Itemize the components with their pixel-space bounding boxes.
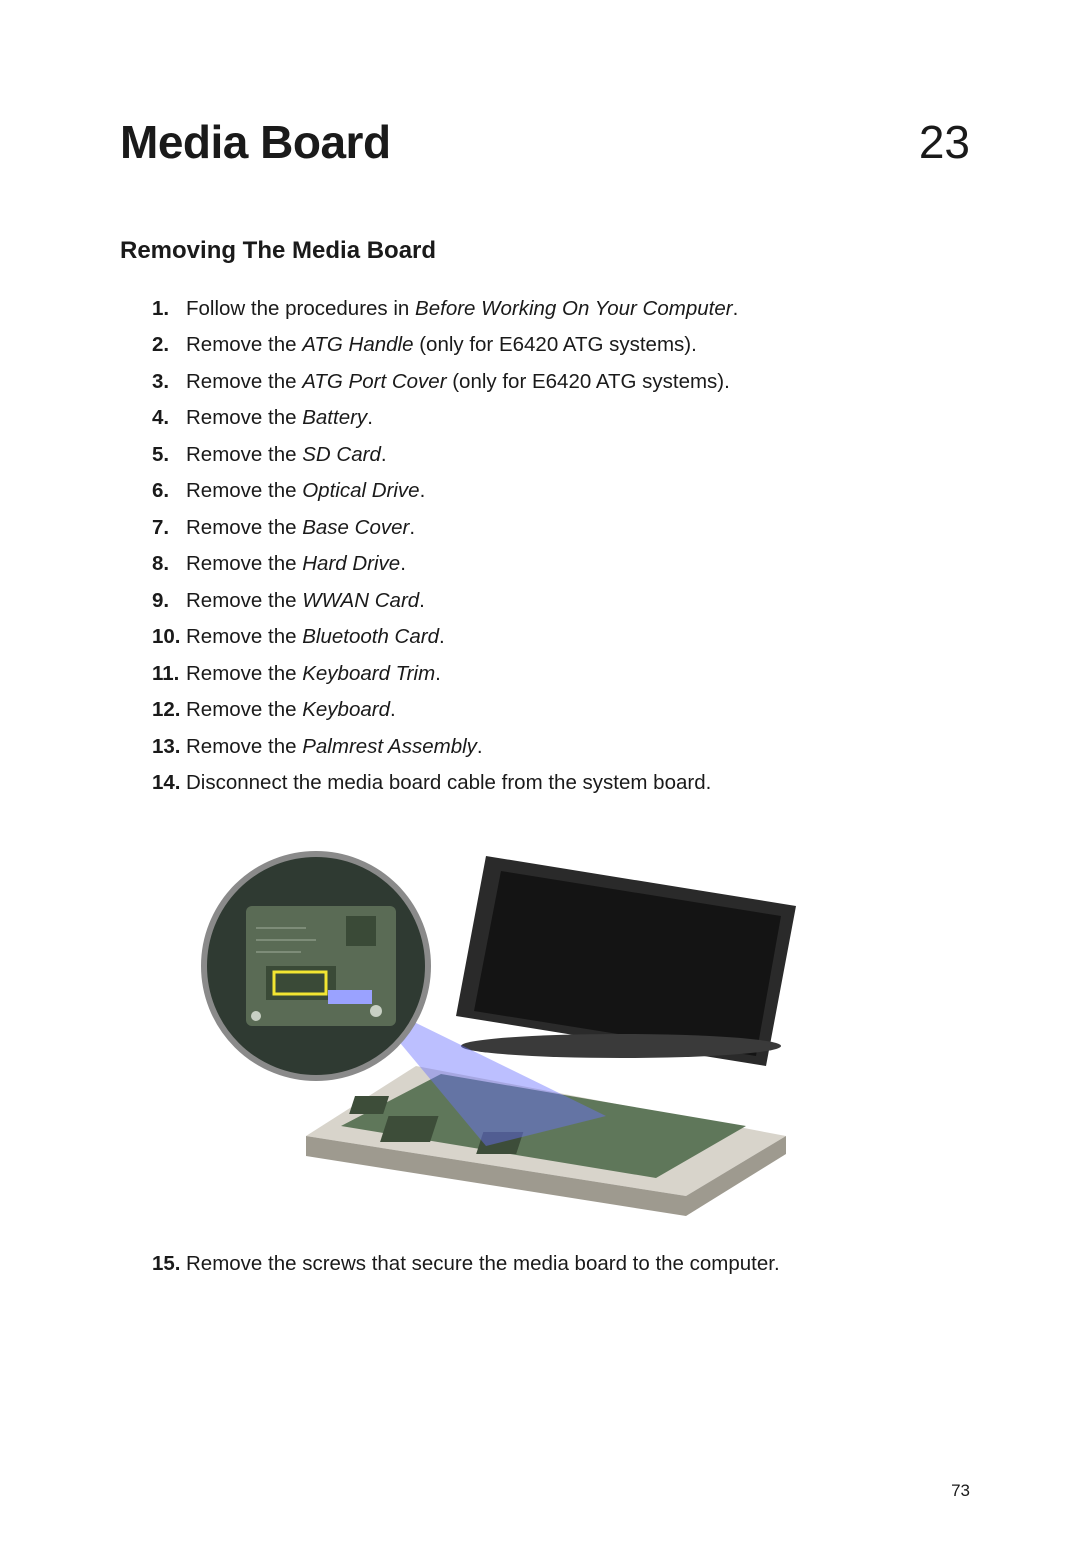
- step-number: 11.: [152, 656, 186, 692]
- step-number: 1.: [152, 291, 186, 327]
- step-6: 6.Remove the Optical Drive.: [152, 473, 970, 509]
- step-text: Follow the procedures in Before Working …: [186, 291, 970, 327]
- chapter-header: Media Board 23: [120, 115, 970, 169]
- chapter-title: Media Board: [120, 115, 391, 169]
- step-11: 11.Remove the Keyboard Trim.: [152, 656, 970, 692]
- chapter-number: 23: [919, 115, 970, 169]
- step-text: Remove the Hard Drive.: [186, 546, 970, 582]
- step-14: 14.Disconnect the media board cable from…: [152, 765, 970, 801]
- step-number: 10.: [152, 619, 186, 655]
- step-5: 5.Remove the SD Card.: [152, 437, 970, 473]
- step-text: Remove the Palmrest Assembly.: [186, 729, 970, 765]
- step-number: 5.: [152, 437, 186, 473]
- step-text: Remove the screws that secure the media …: [186, 1246, 970, 1282]
- step-text: Disconnect the media board cable from th…: [186, 765, 970, 801]
- step-number: 6.: [152, 473, 186, 509]
- step-10: 10.Remove the Bluetooth Card.: [152, 619, 970, 655]
- step-text: Remove the SD Card.: [186, 437, 970, 473]
- step-text: Remove the ATG Handle (only for E6420 AT…: [186, 327, 970, 363]
- step-number: 13.: [152, 729, 186, 765]
- page: Media Board 23 Removing The Media Board …: [0, 0, 1080, 1545]
- step-text: Remove the Bluetooth Card.: [186, 619, 970, 655]
- step-number: 4.: [152, 400, 186, 436]
- step-text: Remove the WWAN Card.: [186, 583, 970, 619]
- step-text: Remove the Base Cover.: [186, 510, 970, 546]
- steps-list: 1.Follow the procedures in Before Workin…: [152, 291, 970, 802]
- step-number: 14.: [152, 765, 186, 801]
- section-heading: Removing The Media Board: [120, 237, 970, 265]
- step-text: Remove the Optical Drive.: [186, 473, 970, 509]
- step-13: 13.Remove the Palmrest Assembly.: [152, 729, 970, 765]
- step-2: 2.Remove the ATG Handle (only for E6420 …: [152, 327, 970, 363]
- step-9: 9.Remove the WWAN Card.: [152, 583, 970, 619]
- steps-list-continued: 15.Remove the screws that secure the med…: [152, 1246, 970, 1282]
- step-3: 3.Remove the ATG Port Cover (only for E6…: [152, 364, 970, 400]
- step-4: 4.Remove the Battery.: [152, 400, 970, 436]
- step-1: 1.Follow the procedures in Before Workin…: [152, 291, 970, 327]
- step-number: 3.: [152, 364, 186, 400]
- step-8: 8.Remove the Hard Drive.: [152, 546, 970, 582]
- step-number: 2.: [152, 327, 186, 363]
- step-number: 12.: [152, 692, 186, 728]
- step-15: 15.Remove the screws that secure the med…: [152, 1246, 970, 1282]
- step-7: 7.Remove the Base Cover.: [152, 510, 970, 546]
- step-number: 7.: [152, 510, 186, 546]
- figure-disconnect-media-cable: [186, 816, 970, 1236]
- step-number: 9.: [152, 583, 186, 619]
- page-number: 73: [951, 1481, 970, 1501]
- step-12: 12.Remove the Keyboard.: [152, 692, 970, 728]
- step-number: 8.: [152, 546, 186, 582]
- step-text: Remove the ATG Port Cover (only for E642…: [186, 364, 970, 400]
- step-number: 15.: [152, 1246, 186, 1282]
- step-text: Remove the Keyboard.: [186, 692, 970, 728]
- step-text: Remove the Battery.: [186, 400, 970, 436]
- step-text: Remove the Keyboard Trim.: [186, 656, 970, 692]
